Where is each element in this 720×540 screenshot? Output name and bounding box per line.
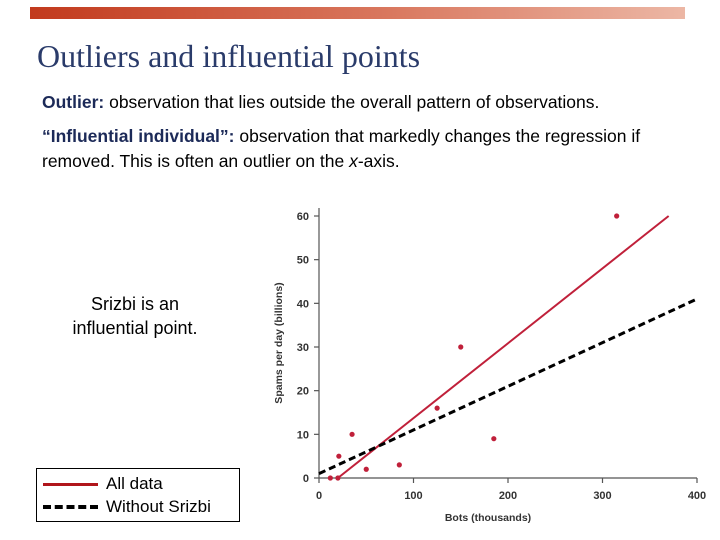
- data-point: [614, 213, 620, 219]
- x-axis-label: Bots (thousands): [445, 512, 531, 524]
- x-tick-label: 400: [688, 490, 706, 502]
- influential-term: “Influential individual”:: [42, 126, 235, 146]
- legend-item-without-srizbi: Without Srizbi: [43, 496, 211, 518]
- outlier-definition: Outlier: observation that lies outside t…: [42, 90, 702, 115]
- data-point: [434, 405, 440, 411]
- data-point: [396, 462, 402, 468]
- data-point: [327, 475, 333, 481]
- legend-label-without-srizbi: Without Srizbi: [106, 497, 211, 516]
- outlier-term: Outlier:: [42, 92, 105, 112]
- legend-label-all-data: All data: [106, 474, 163, 493]
- influential-definition-end: -axis.: [357, 151, 400, 171]
- legend-dashed-line-swatch: [43, 505, 98, 509]
- y-tick-label: 30: [297, 342, 309, 354]
- influential-definition-text: observation that markedly changes the re…: [42, 126, 641, 171]
- y-axis-label: Spams per day (billions): [273, 282, 285, 403]
- x-tick-label: 300: [593, 490, 611, 502]
- data-point: [363, 466, 369, 472]
- data-point: [458, 344, 464, 350]
- y-tick-label: 60: [297, 211, 309, 223]
- regression-line-all-data: [337, 215, 670, 479]
- legend-solid-line-swatch: [43, 482, 98, 486]
- x-tick-label: 100: [404, 490, 422, 502]
- y-tick-label: 50: [297, 255, 309, 267]
- regression-line-without-srizbi: [318, 297, 698, 475]
- y-tick-label: 10: [297, 429, 309, 441]
- y-tick-label: 0: [303, 473, 309, 485]
- slide-title: Outliers and influential points: [37, 38, 421, 74]
- data-point: [349, 431, 355, 437]
- influential-definition: “Influential individual”: observation th…: [42, 124, 702, 174]
- x-tick-label: 200: [499, 490, 517, 502]
- y-tick-label: 20: [297, 386, 309, 398]
- data-point: [335, 475, 341, 481]
- top-accent-bar: [30, 7, 685, 19]
- outlier-definition-text: observation that lies outside the overal…: [104, 92, 600, 112]
- data-point: [491, 436, 497, 442]
- x-tick-label: 0: [316, 490, 322, 502]
- legend-item-all-data: All data: [43, 473, 163, 495]
- influential-definition-x: x: [349, 151, 358, 171]
- chart-legend: All data Without Srizbi: [36, 468, 240, 522]
- srizbi-note: Srizbi is an influential point.: [72, 294, 198, 338]
- data-point: [336, 453, 342, 459]
- y-tick-label: 40: [297, 298, 309, 310]
